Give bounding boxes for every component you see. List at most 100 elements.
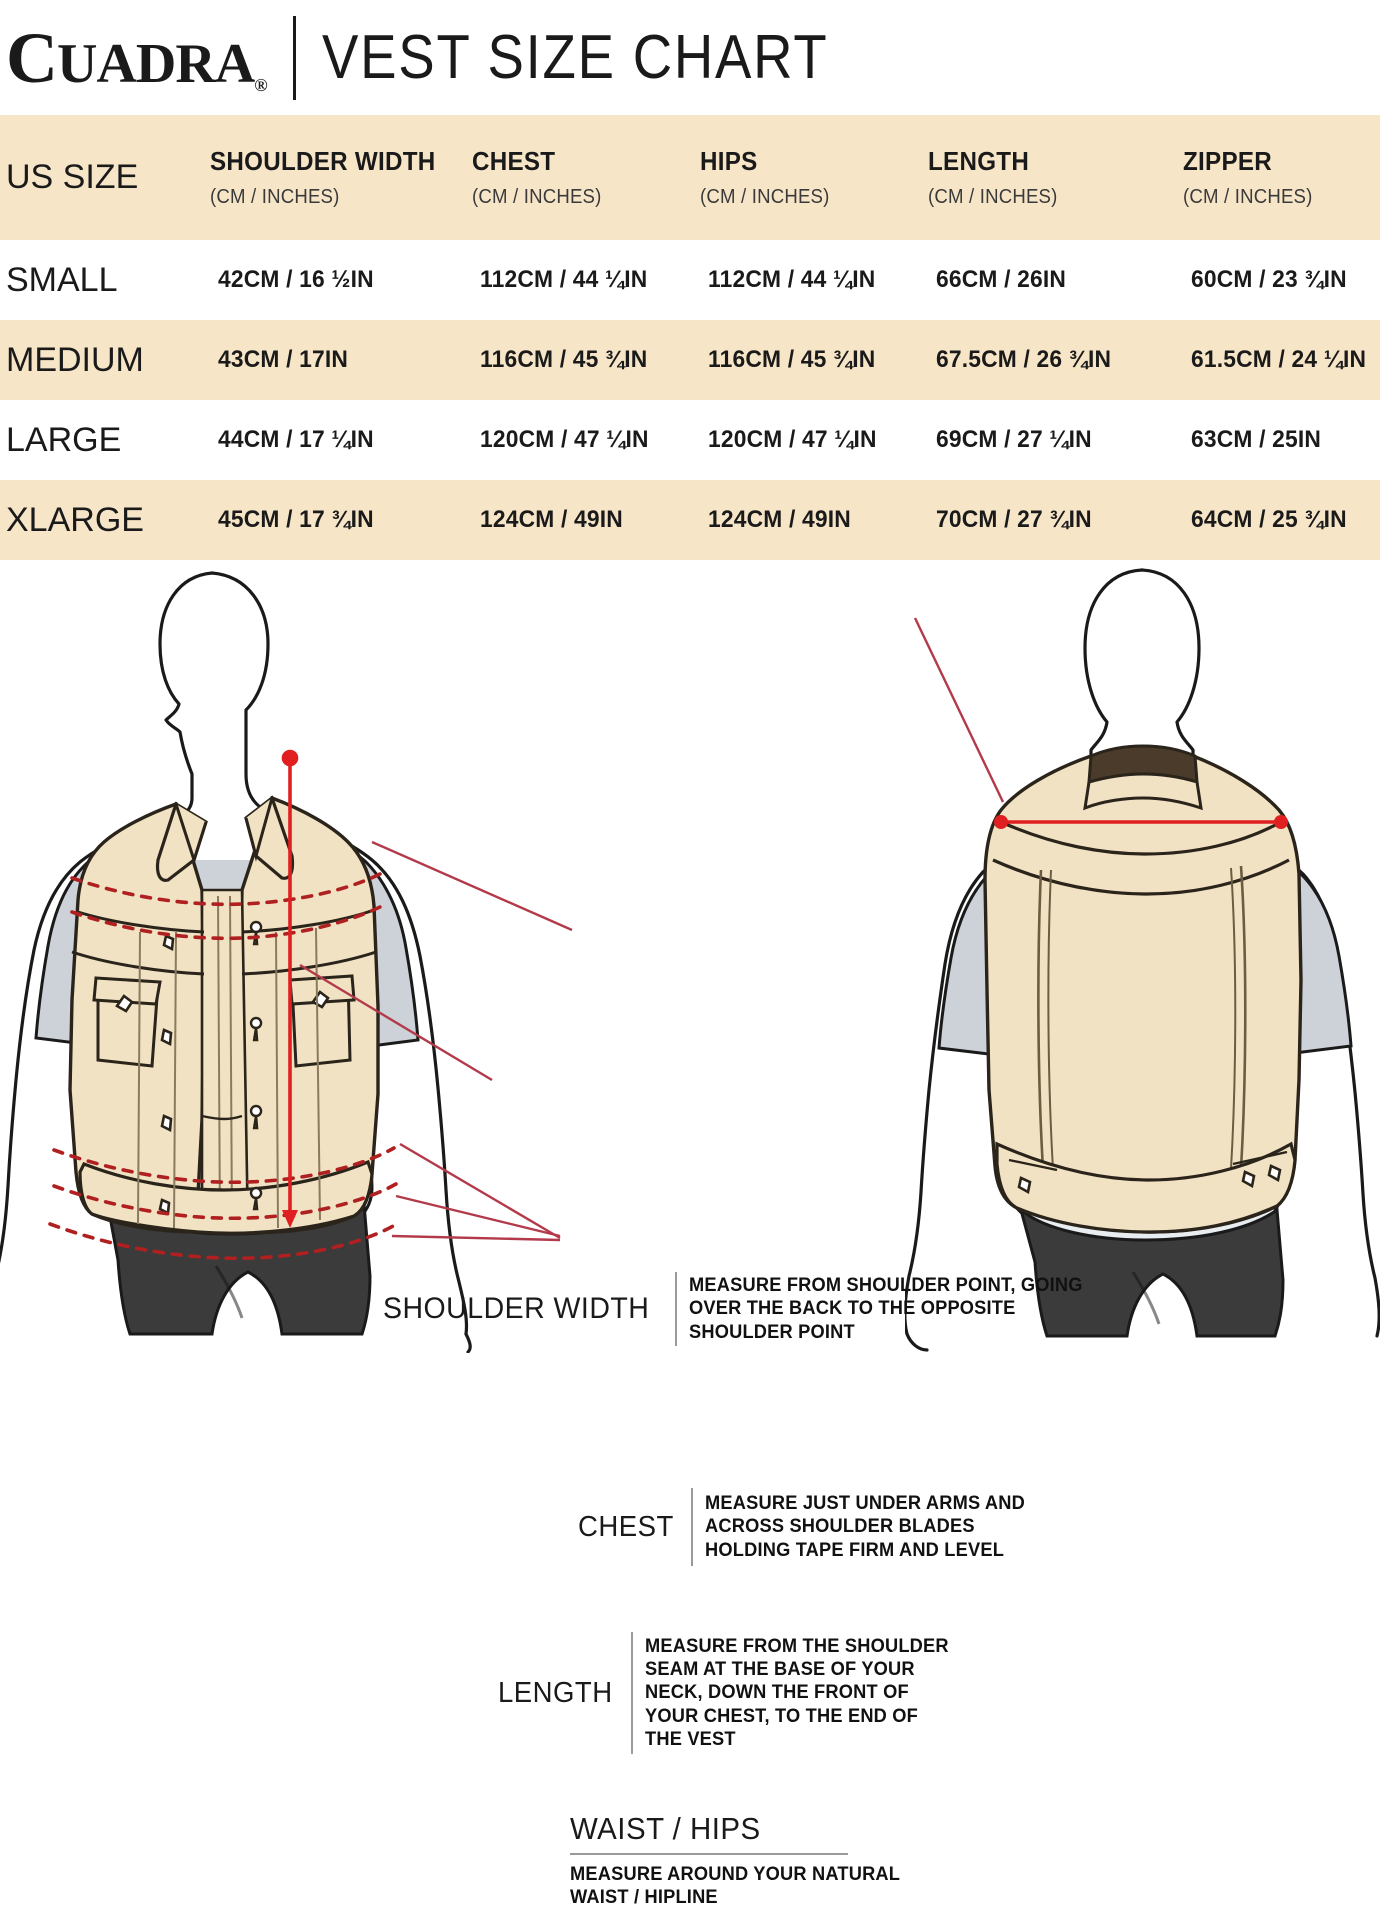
- column-title: HIPS: [700, 146, 758, 176]
- column-header-shoulder-width: SHOULDER WIDTH (CM / INCHES): [210, 115, 472, 240]
- value-text: 64CM / 25 ¾IN: [1191, 506, 1347, 533]
- value-text: 44CM / 17 ¼IN: [218, 426, 374, 453]
- shoulder-value: 42CM / 16 ½IN: [210, 240, 472, 320]
- size-name: XLARGE: [6, 500, 144, 539]
- page-title: VEST SIZE CHART: [321, 23, 829, 92]
- value-text: 66CM / 26IN: [936, 266, 1067, 293]
- value-text: 60CM / 23 ¾IN: [1191, 266, 1347, 293]
- shorts-back: [1018, 1205, 1285, 1338]
- value-text: 43CM / 17IN: [218, 346, 349, 373]
- hips-value: 124CM / 49IN: [700, 480, 928, 560]
- brand-initial: C: [6, 17, 58, 98]
- column-header-zipper: ZIPPER (CM / INCHES): [1183, 115, 1380, 240]
- column-units: (CM / INCHES): [928, 186, 1058, 208]
- callout-divider: [675, 1272, 678, 1346]
- size-name: MEDIUM: [6, 340, 144, 379]
- zipper-value: 60CM / 23 ¾IN: [1183, 240, 1380, 320]
- value-text: 112CM / 44 ¼IN: [480, 266, 648, 293]
- callout-description: MEASURE AROUND YOUR NATURAL WAIST / HIPL…: [570, 1863, 900, 1910]
- callout-description: MEASURE JUST UNDER ARMS AND ACROSS SHOUL…: [705, 1492, 1025, 1562]
- measurement-diagram: SHOULDER WIDTH MEASURE FROM SHOULDER POI…: [0, 560, 1380, 1908]
- callout-shoulder-width: SHOULDER WIDTH MEASURE FROM SHOULDER POI…: [383, 1272, 1099, 1346]
- waist-measure-line: [48, 1146, 402, 1261]
- back-view-figure: [905, 568, 1380, 1352]
- zipper-value: 64CM / 25 ¾IN: [1183, 480, 1380, 560]
- desc-line: WAIST / HIPLINE: [570, 1887, 718, 1909]
- callout-description: MEASURE FROM SHOULDER POINT, GOING OVER …: [689, 1274, 1083, 1344]
- length-measure-arrow: [281, 749, 299, 1228]
- table-row: MEDIUM 43CM / 17IN 116CM / 45 ¾IN 116CM …: [0, 320, 1380, 400]
- shoulder-value: 45CM / 17 ¾IN: [210, 480, 472, 560]
- desc-line: ACROSS SHOULDER BLADES: [704, 1516, 975, 1538]
- callout-length: LENGTH MEASURE FROM THE SHOULDER SEAM AT…: [498, 1632, 961, 1754]
- length-value: 67.5CM / 26 ¾IN: [928, 320, 1183, 400]
- callout-title: CHEST: [578, 1510, 674, 1543]
- chest-value: 120CM / 47 ¼IN: [472, 400, 700, 480]
- brand-name: UADRA: [57, 32, 255, 95]
- chest-value: 112CM / 44 ¼IN: [472, 240, 700, 320]
- cuadra-logo: CUADRA®: [6, 22, 271, 94]
- length-value: 70CM / 27 ¾IN: [928, 480, 1183, 560]
- page-header: CUADRA® VEST SIZE CHART: [0, 0, 1380, 115]
- column-title: LENGTH: [928, 146, 1030, 176]
- column-header-length: LENGTH (CM / INCHES): [928, 115, 1183, 240]
- table-body: SMALL 42CM / 16 ½IN 112CM / 44 ¼IN 112CM…: [0, 240, 1380, 560]
- zipper-value: 61.5CM / 24 ¼IN: [1183, 320, 1380, 400]
- shoulder-value: 44CM / 17 ¼IN: [210, 400, 472, 480]
- zipper-value: 63CM / 25IN: [1183, 400, 1380, 480]
- desc-line: HOLDING TAPE FIRM AND LEVEL: [704, 1539, 1004, 1561]
- desc-line: MEASURE FROM THE SHOULDER: [644, 1636, 949, 1658]
- table-header: US SIZE SHOULDER WIDTH (CM / INCHES) CHE…: [0, 115, 1380, 240]
- vest-back: [983, 744, 1303, 1234]
- column-units: (CM / INCHES): [1183, 186, 1313, 208]
- column-units: (CM / INCHES): [700, 186, 830, 208]
- column-header-hips: HIPS (CM / INCHES): [700, 115, 928, 240]
- callout-divider: [630, 1632, 633, 1754]
- value-text: 124CM / 49IN: [708, 506, 851, 533]
- value-text: 124CM / 49IN: [480, 506, 623, 533]
- callout-title: SHOULDER WIDTH: [383, 1292, 650, 1326]
- length-value: 69CM / 27 ¼IN: [928, 400, 1183, 480]
- registered-mark-icon: ®: [254, 74, 267, 95]
- front-view-figure: [0, 571, 472, 1353]
- value-text: 116CM / 45 ¾IN: [708, 346, 876, 373]
- desc-line: THE VEST: [644, 1728, 736, 1750]
- desc-line: SEAM AT THE BASE OF YOUR: [644, 1659, 915, 1681]
- hips-value: 112CM / 44 ¼IN: [700, 240, 928, 320]
- header-divider: [292, 15, 296, 100]
- value-text: 42CM / 16 ½IN: [218, 266, 374, 293]
- table-row: SMALL 42CM / 16 ½IN 112CM / 44 ¼IN 112CM…: [0, 240, 1380, 320]
- column-header-chest: CHEST (CM / INCHES): [472, 115, 700, 240]
- size-name: SMALL: [6, 260, 118, 299]
- callout-chest: CHEST MEASURE JUST UNDER ARMS AND ACROSS…: [578, 1488, 1038, 1566]
- shoulder-measure-line: [994, 815, 1288, 829]
- callout-title: LENGTH: [498, 1676, 613, 1709]
- table-row: XLARGE 45CM / 17 ¾IN 124CM / 49IN 124CM …: [0, 480, 1380, 560]
- value-text: 61.5CM / 24 ¼IN: [1191, 346, 1367, 373]
- column-title: ZIPPER: [1183, 146, 1273, 176]
- callout-description: MEASURE FROM THE SHOULDER SEAM AT THE BA…: [645, 1635, 949, 1751]
- value-text: 116CM / 45 ¾IN: [480, 346, 648, 373]
- table-row: LARGE 44CM / 17 ¼IN 120CM / 47 ¼IN 120CM…: [0, 400, 1380, 480]
- chest-value: 124CM / 49IN: [472, 480, 700, 560]
- desc-line: SHOULDER POINT: [689, 1321, 856, 1343]
- callout-title: WAIST / HIPS: [570, 1811, 761, 1846]
- desc-line: YOUR CHEST, TO THE END OF: [644, 1705, 918, 1727]
- desc-line: OVER THE BACK TO THE OPPOSITE: [689, 1298, 1016, 1320]
- size-name: LARGE: [6, 420, 122, 459]
- callout-waist-hips: WAIST / HIPS MEASURE AROUND YOUR NATURAL…: [570, 1811, 914, 1910]
- column-title: SHOULDER WIDTH: [210, 146, 436, 176]
- header-row: US SIZE SHOULDER WIDTH (CM / INCHES) CHE…: [0, 115, 1380, 240]
- column-units: (CM / INCHES): [472, 186, 602, 208]
- shoulder-value: 43CM / 17IN: [210, 320, 472, 400]
- value-text: 70CM / 27 ¾IN: [936, 506, 1092, 533]
- value-text: 67.5CM / 26 ¾IN: [936, 346, 1112, 373]
- size-chart-table: US SIZE SHOULDER WIDTH (CM / INCHES) CHE…: [0, 115, 1380, 560]
- callout-divider: [570, 1852, 848, 1855]
- column-units: (CM / INCHES): [210, 186, 340, 208]
- desc-line: NECK, DOWN THE FRONT OF: [644, 1682, 909, 1704]
- chest-measure-line: [70, 872, 384, 941]
- value-text: 69CM / 27 ¼IN: [936, 426, 1092, 453]
- hips-value: 116CM / 45 ¾IN: [700, 320, 928, 400]
- value-text: 120CM / 47 ¼IN: [480, 426, 649, 453]
